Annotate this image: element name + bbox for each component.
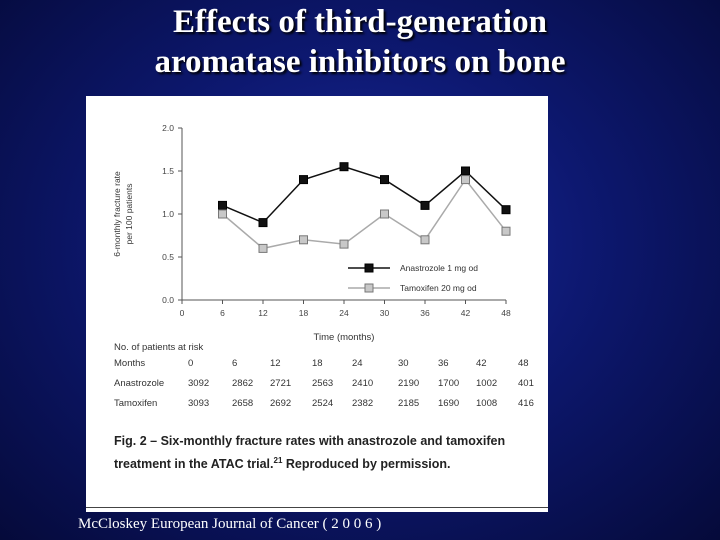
data-point-tamoxifen [380, 209, 389, 219]
risk-cell: 2382 [352, 398, 374, 409]
risk-cell: 1690 [438, 398, 460, 409]
data-point-anastrozole [420, 200, 430, 210]
x-tick-label: 30 [380, 308, 390, 318]
data-point-anastrozole [258, 218, 268, 228]
risk-cell: 2190 [398, 378, 420, 389]
risk-header-month: 18 [312, 358, 323, 369]
slide-title: Effects of third-generation aromatase in… [0, 2, 720, 82]
risk-cell: 1700 [438, 378, 460, 389]
data-point-tamoxifen [299, 235, 308, 245]
x-tick-label: 36 [420, 308, 430, 318]
risk-header-month: 6 [232, 358, 238, 369]
risk-header-label: Months [114, 358, 146, 369]
y-tick-label: 0.5 [162, 252, 174, 262]
x-tick-label: 24 [339, 308, 349, 318]
x-tick-label: 18 [299, 308, 309, 318]
legend-swatch-marker [364, 283, 374, 293]
data-point-anastrozole [380, 175, 389, 185]
data-point-tamoxifen [339, 239, 349, 249]
x-tick-label: 0 [180, 308, 185, 318]
risk-cell: 2563 [312, 378, 334, 389]
risk-row-label: Anastrozole [114, 378, 165, 389]
risk-table-heading: No. of patients at risk [114, 342, 204, 353]
figure-caption-text: Six-monthly fracture rates with anastroz… [114, 434, 506, 472]
risk-cell: 416 [518, 398, 534, 409]
risk-cell: 2692 [270, 398, 292, 409]
risk-cell: 2658 [232, 398, 254, 409]
data-point-anastrozole [339, 162, 349, 172]
legend-label: Anastrozole 1 mg od [400, 263, 478, 273]
data-point-tamoxifen [461, 175, 470, 185]
legend-label: Tamoxifen 20 mg od [400, 283, 477, 293]
risk-cell: 1008 [476, 398, 498, 409]
risk-header-month: 24 [352, 358, 363, 369]
x-tick-label: 12 [258, 308, 268, 318]
data-point-anastrozole [461, 166, 470, 176]
y-tick-label: 2.0 [162, 123, 174, 133]
data-point-anastrozole [501, 205, 511, 215]
x-axis-label: Time (months) [314, 332, 375, 343]
data-point-tamoxifen [420, 235, 430, 245]
risk-cell: 2721 [270, 378, 292, 389]
x-tick-label: 48 [501, 308, 511, 318]
series-line-anastrozole [222, 165, 507, 224]
risk-header-month: 0 [188, 358, 194, 369]
risk-header-month: 30 [398, 358, 409, 369]
series-line-tamoxifen [222, 178, 507, 250]
risk-cell: 1002 [476, 378, 498, 389]
y-axis-label-line: per 100 patients [124, 184, 134, 245]
figure-caption-label: Fig. 2 – [114, 434, 158, 448]
y-tick-label: 1.0 [162, 209, 174, 219]
y-tick-label: 1.5 [162, 166, 174, 176]
risk-cell: 2410 [352, 378, 374, 389]
risk-header-month: 36 [438, 358, 449, 369]
figure-caption-permission: Reproduced by permission. [285, 457, 451, 472]
risk-row-label: Tamoxifen [114, 398, 158, 409]
y-axis-label-line: 6-monthly fracture rate [112, 171, 122, 257]
risk-table-header-row: Months 0 6 12 18 24 30 36 42 48 [114, 358, 544, 378]
slide-title-line-2: aromatase inhibitors on bone [154, 44, 566, 80]
data-point-anastrozole [299, 175, 308, 185]
data-point-tamoxifen [501, 226, 511, 236]
risk-table-row-tamoxifen: Tamoxifen 3093 2658 2692 2524 2382 2185 1690 10… [114, 398, 544, 418]
risk-header-month: 42 [476, 358, 487, 369]
y-axis-label: 6-monthly fracture rate per 100 patients [112, 171, 134, 257]
x-tick-label: 6 [220, 308, 225, 318]
citation: McCloskey European Journal of Cancer ( 2… [78, 516, 382, 532]
risk-cell: 3092 [188, 378, 210, 389]
y-tick-label: 0.0 [162, 295, 174, 305]
data-point-anastrozole [218, 200, 227, 210]
risk-header-month: 12 [270, 358, 281, 369]
fracture-rate-chart: 0.0 0.5 1.0 1.5 2.0 0 6 12 18 24 30 36 42 48 Time (mon… [112, 123, 511, 343]
figure-caption: Fig. 2 – Six-monthly fracture rates with… [114, 432, 534, 474]
x-tick-label: 42 [461, 308, 471, 318]
risk-cell: 2524 [312, 398, 334, 409]
citation-rule [86, 507, 548, 508]
figure-panel: 0.0 0.5 1.0 1.5 2.0 0 6 12 18 24 30 36 42 48 Time (mon… [86, 96, 548, 512]
risk-table-row-anastrozole: Anastrozole 3092 2862 2721 2563 2410 2190 1700… [114, 378, 544, 398]
risk-cell: 3093 [188, 398, 210, 409]
data-point-tamoxifen [218, 209, 227, 219]
figure-caption-reference: 21 [273, 456, 283, 465]
slide-title-line-1: Effects of third-generation [173, 4, 547, 40]
patients-at-risk-table: No. of patients at risk Months 0 6 12 18 24 3… [114, 342, 544, 418]
data-point-tamoxifen [258, 243, 268, 253]
risk-header-month: 48 [518, 358, 529, 369]
risk-cell: 2862 [232, 378, 254, 389]
risk-cell: 401 [518, 378, 534, 389]
risk-cell: 2185 [398, 398, 420, 409]
legend-swatch-marker [364, 263, 374, 273]
